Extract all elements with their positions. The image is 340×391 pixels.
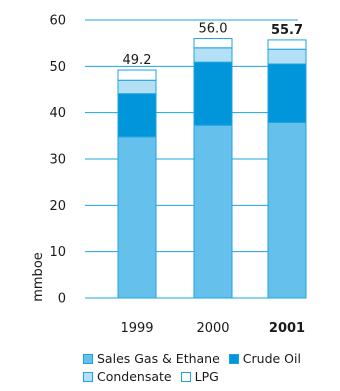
legend-swatch-lpg: [180, 372, 191, 382]
legend-item-lpg: LPG: [180, 368, 219, 386]
legend-row-1: Sales Gas & Ethane Crude Oil: [83, 350, 310, 368]
y-tick-label-60: 60: [49, 14, 66, 29]
x-tick-label-2000: 2000: [196, 321, 229, 336]
legend-label-crude-oil: Crude Oil: [242, 351, 301, 366]
bar-2001-series-0: [267, 121, 307, 299]
bar-2000-series-1: [193, 61, 233, 126]
legend-label-sales-gas: Sales Gas & Ethane: [97, 351, 220, 366]
legend-swatch-crude-oil: [228, 354, 239, 364]
legend-swatch-condensate: [83, 372, 93, 382]
bar-1999-series-0: [117, 136, 157, 299]
bar-2001-series-1: [267, 63, 307, 123]
y-axis: 0 10 20 30 40 50 60: [49, 14, 298, 307]
y-tick-label-0: 0: [58, 292, 66, 307]
total-label-1999: 49.2: [123, 53, 152, 68]
bar-1999-series-3: [117, 69, 157, 81]
y-axis-label: mmboe: [31, 252, 46, 302]
legend-item-sales-gas: Sales Gas & Ethane: [83, 350, 220, 368]
legend-swatch-sales-gas: [83, 354, 93, 364]
y-tick-label-10: 10: [49, 245, 66, 260]
bar-2001-series-2: [267, 48, 307, 65]
bars: [117, 38, 307, 299]
x-tick-label-2001: 2001: [269, 321, 305, 336]
bar-2001-series-3: [267, 39, 307, 50]
y-tick-label-20: 20: [49, 199, 66, 214]
x-tick-label-1999: 1999: [120, 321, 153, 336]
y-tick-label-50: 50: [49, 60, 66, 75]
bar-2000-series-0: [193, 124, 233, 299]
total-label-2001: 55.7: [271, 23, 303, 38]
bar-1999-series-2: [117, 79, 157, 95]
legend-item-condensate: Condensate: [83, 368, 172, 386]
legend-item-crude-oil: Crude Oil: [228, 350, 301, 368]
legend-label-condensate: Condensate: [97, 369, 172, 384]
data-labels: 49.2 1999 56.0 2000 55.7 2001: [120, 22, 305, 336]
bar-1999-series-1: [117, 93, 157, 138]
legend-row-2: Condensate LPG: [83, 368, 310, 386]
bar-2000-series-3: [193, 38, 233, 49]
legend: Sales Gas & Ethane Crude Oil Condensate …: [83, 350, 310, 386]
y-tick-label-30: 30: [49, 153, 66, 168]
legend-label-lpg: LPG: [194, 369, 219, 384]
y-tick-label-40: 40: [49, 106, 66, 121]
bar-2000-series-2: [193, 47, 233, 63]
total-label-2000: 56.0: [199, 22, 228, 37]
